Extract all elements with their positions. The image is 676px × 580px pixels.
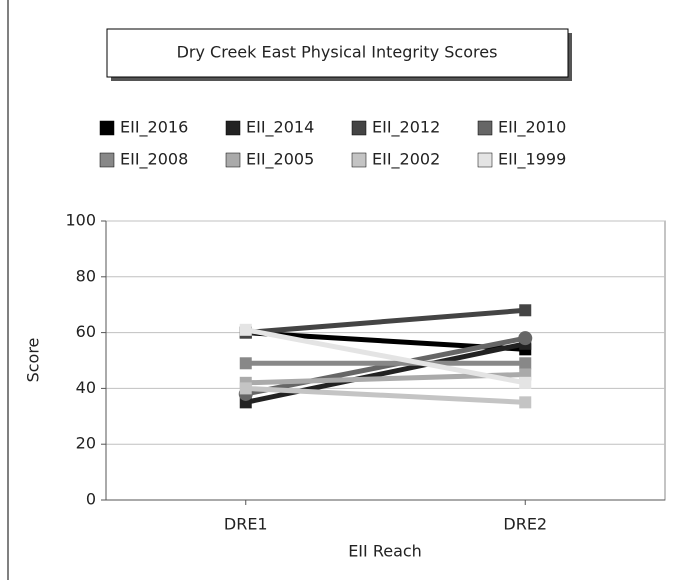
y-tick-label: 60 xyxy=(76,322,96,341)
legend-swatch xyxy=(477,152,493,168)
point-marker xyxy=(519,396,532,409)
series-line xyxy=(245,385,526,405)
point-marker xyxy=(519,376,532,389)
legend-swatch xyxy=(225,152,241,168)
legend-label: EII_2005 xyxy=(246,150,314,170)
y-axis-label: Score xyxy=(24,338,43,383)
legend-label: EII_2008 xyxy=(120,150,188,170)
y-tick-label: 80 xyxy=(76,266,96,285)
point-marker xyxy=(239,357,252,370)
title-box xyxy=(106,28,569,78)
series-line xyxy=(245,335,526,397)
series-line xyxy=(245,307,526,336)
x-tick-label: DRE2 xyxy=(503,515,547,534)
series-line xyxy=(245,327,526,386)
legend-swatch xyxy=(351,120,367,136)
y-tick-label: 0 xyxy=(86,490,96,509)
legend-swatch xyxy=(99,120,115,136)
y-tick-label: 40 xyxy=(76,378,96,397)
legend-swatch xyxy=(351,152,367,168)
x-axis-label: EII Reach xyxy=(348,542,422,561)
legend-label: EII_2012 xyxy=(372,118,440,138)
legend-label: EII_2014 xyxy=(246,118,314,138)
plot-area xyxy=(105,220,666,501)
point-marker xyxy=(519,357,532,370)
legend-swatch xyxy=(477,120,493,136)
chart-title: Dry Creek East Physical Integrity Scores xyxy=(177,43,498,62)
x-tick-label: DRE1 xyxy=(224,515,268,534)
legend-label: EII_2016 xyxy=(120,118,188,138)
legend-label: EII_2010 xyxy=(498,118,566,138)
y-tick-label: 100 xyxy=(65,211,96,230)
legend-label: EII_2002 xyxy=(372,150,440,170)
point-marker xyxy=(239,382,252,395)
legend-swatch xyxy=(99,152,115,168)
y-tick-label: 20 xyxy=(76,434,96,453)
point-marker xyxy=(519,304,532,317)
point-marker xyxy=(518,331,533,346)
legend-swatch xyxy=(225,120,241,136)
point-marker xyxy=(239,323,252,336)
legend-label: EII_1999 xyxy=(498,150,566,170)
